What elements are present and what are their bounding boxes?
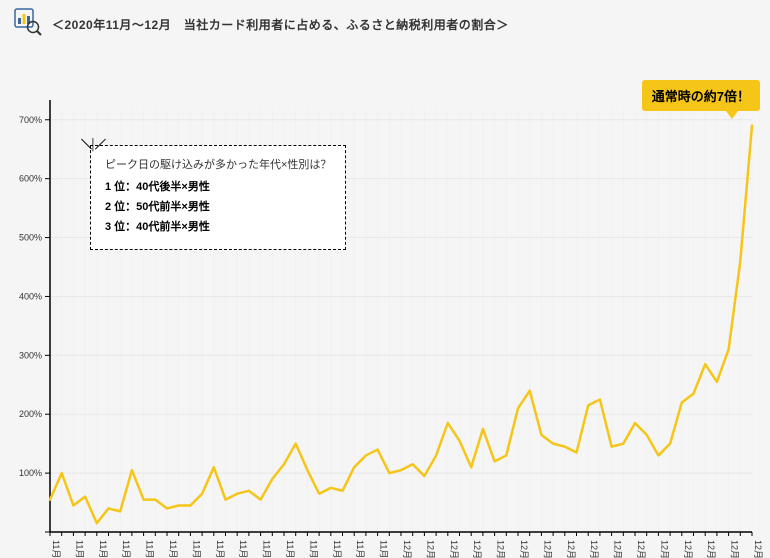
svg-text:11月5日: 11月5日: [98, 540, 108, 558]
analytics-icon: [14, 8, 42, 41]
infobox-question: ピーク日の駆け込みが多かった年代×性別は？: [105, 156, 331, 172]
svg-text:12月17日: 12月17日: [589, 540, 599, 558]
line-chart: 100% 200% 300% 400% 500% 600% 700% 11月1日 11月3日 11…: [0, 40, 770, 558]
svg-text:11月1日: 11月1日: [51, 540, 61, 558]
svg-text:11月27日: 11月27日: [355, 540, 365, 558]
infobox-rank-2: 2 位：50代前半×男性: [105, 198, 331, 218]
svg-text:12月27日: 12月27日: [706, 540, 716, 558]
svg-text:12月15日: 12月15日: [566, 540, 576, 558]
svg-text:11月11日: 11月11日: [168, 540, 178, 558]
svg-text:12月9日: 12月9日: [496, 540, 506, 558]
svg-text:200%: 200%: [19, 409, 42, 419]
svg-text:11月21日: 11月21日: [285, 540, 295, 558]
svg-text:11月25日: 11月25日: [332, 540, 342, 558]
svg-text:400%: 400%: [19, 291, 42, 301]
svg-text:11月23日: 11月23日: [308, 540, 318, 558]
svg-text:11月9日: 11月9日: [145, 540, 155, 558]
svg-text:11月19日: 11月19日: [262, 540, 272, 558]
svg-text:12月11日: 12月11日: [519, 540, 529, 558]
svg-text:12月7日: 12月7日: [472, 540, 482, 558]
svg-text:12月23日: 12月23日: [659, 540, 669, 558]
svg-text:11月15日: 11月15日: [215, 540, 225, 558]
chart-header: ＜2020年11月〜12月 当社カード利用者に占める、ふるさと納税利用者の割合＞: [14, 8, 509, 41]
svg-text:12月25日: 12月25日: [683, 540, 693, 558]
svg-text:12月5日: 12月5日: [449, 540, 459, 558]
svg-text:12月1日: 12月1日: [402, 540, 412, 558]
svg-text:11月17日: 11月17日: [238, 540, 248, 558]
peak-callout: 通常時の約7倍！: [642, 80, 760, 111]
svg-text:500%: 500%: [19, 233, 42, 243]
chart-title: ＜2020年11月〜12月 当社カード利用者に占める、ふるさと納税利用者の割合＞: [52, 16, 509, 33]
svg-text:11月3日: 11月3日: [74, 540, 84, 558]
svg-text:12月31日: 12月31日: [753, 540, 763, 558]
infobox-rank-1: 1 位：40代後半×男性: [105, 178, 331, 198]
svg-text:11月13日: 11月13日: [191, 540, 201, 558]
svg-text:12月19日: 12月19日: [613, 540, 623, 558]
chart-area: 100% 200% 300% 400% 500% 600% 700% 11月1日 11月3日 11…: [0, 40, 770, 558]
infobox-rank-3: 3 位：40代前半×男性: [105, 218, 331, 238]
svg-text:12月3日: 12月3日: [425, 540, 435, 558]
accent-ticks-icon: ＼│／: [81, 136, 104, 152]
svg-text:11月7日: 11月7日: [121, 540, 131, 558]
svg-text:100%: 100%: [19, 468, 42, 478]
svg-text:300%: 300%: [19, 350, 42, 360]
ranking-infobox: ＼│／ ピーク日の駆け込みが多かった年代×性別は？ 1 位：40代後半×男性 2…: [90, 145, 346, 250]
svg-text:12月29日: 12月29日: [730, 540, 740, 558]
svg-text:600%: 600%: [19, 174, 42, 184]
svg-text:700%: 700%: [19, 115, 42, 125]
svg-text:12月13日: 12月13日: [542, 540, 552, 558]
svg-text:11月29日: 11月29日: [379, 540, 389, 558]
svg-text:12月21日: 12月21日: [636, 540, 646, 558]
